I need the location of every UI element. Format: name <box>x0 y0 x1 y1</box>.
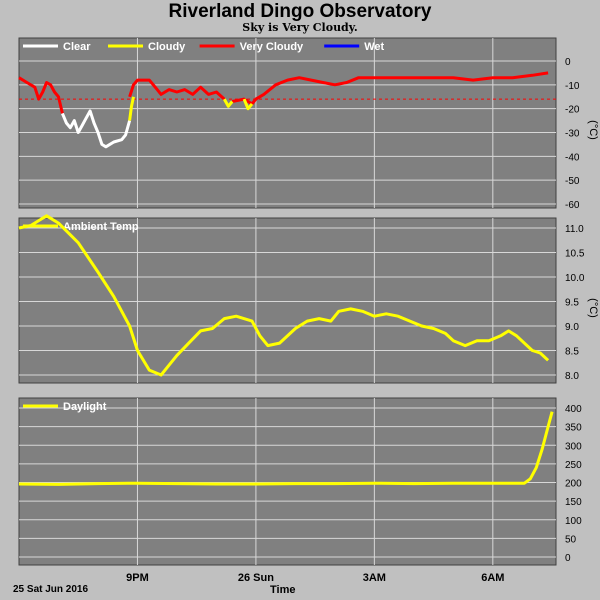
plot-area <box>18 397 557 566</box>
y-tick-label: 250 <box>565 460 582 471</box>
sky-status-subtitle: Sky is Very Cloudy. <box>242 21 358 34</box>
series-line <box>128 96 135 121</box>
legend-label: Clear <box>63 41 91 53</box>
y-tick-label: -50 <box>565 176 580 187</box>
y-tick-label: -10 <box>565 81 580 92</box>
y-tick-label: 400 <box>565 404 582 415</box>
x-tick-label: 26 Sun <box>238 572 274 584</box>
y-tick-label: 8.0 <box>565 371 579 382</box>
y-tick-label: 150 <box>565 497 582 508</box>
legend-label: Ambient Temp <box>63 221 139 233</box>
y-tick-label: -30 <box>565 129 580 140</box>
x-tick-label: 9PM <box>126 572 149 584</box>
legend-label: Very Cloudy <box>240 41 304 53</box>
y-tick-label: -20 <box>565 105 580 116</box>
y-tick-label: -60 <box>565 200 580 211</box>
plot-area <box>18 217 557 384</box>
y-tick-label: 100 <box>565 516 582 527</box>
x-axis-title: Time <box>270 584 296 596</box>
y-tick-label: 9.0 <box>565 322 579 333</box>
y-tick-label: 9.5 <box>565 298 579 309</box>
series-line <box>128 78 226 101</box>
y-tick-label: 10.0 <box>565 273 585 284</box>
series-line <box>18 411 554 486</box>
series-line <box>18 214 550 377</box>
y-tick-label: 11.0 <box>565 224 584 235</box>
legend-label: Cloudy <box>148 41 186 53</box>
y-tick-label: 350 <box>565 423 582 434</box>
date-label: 25 Sat Jun 2016 <box>13 584 89 595</box>
x-tick-label: 6AM <box>481 572 504 584</box>
y-axis-unit: (°C) <box>587 120 599 140</box>
y-tick-label: -40 <box>565 152 580 163</box>
y-tick-label: 50 <box>565 534 577 545</box>
series-line <box>242 98 254 111</box>
series-line <box>222 98 234 108</box>
x-tick-label: 3AM <box>363 572 386 584</box>
legend-label: Wet <box>364 41 384 53</box>
y-tick-label: 0 <box>565 553 571 564</box>
y-tick-label: 8.5 <box>565 347 579 358</box>
page-title: Riverland Dingo Observatory <box>168 1 432 22</box>
legend-label: Daylight <box>63 401 107 413</box>
series-line <box>61 109 132 149</box>
series-line <box>18 76 64 114</box>
y-tick-label: 300 <box>565 441 582 452</box>
series-line <box>231 71 549 106</box>
y-axis-unit: (°C) <box>587 298 599 318</box>
y-tick-label: 200 <box>565 479 582 490</box>
y-tick-label: 10.5 <box>565 249 585 260</box>
plot-area <box>18 37 557 209</box>
y-tick-label: 0 <box>565 57 571 68</box>
